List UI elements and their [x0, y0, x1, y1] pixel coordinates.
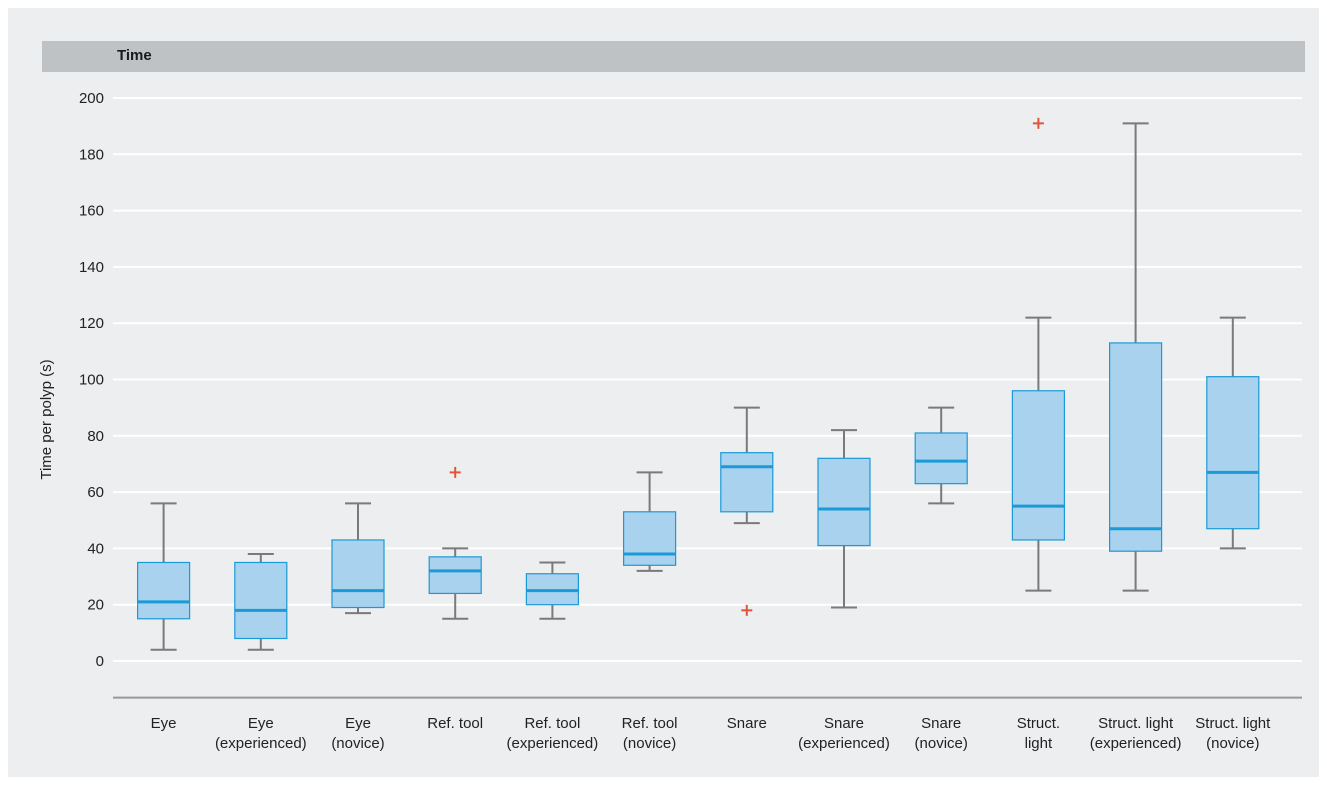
box-iqr: [914, 432, 968, 485]
grid-lines: [113, 97, 1302, 662]
x-tick-label: Snare: [921, 715, 961, 732]
box-group: [914, 406, 968, 505]
box-group: [331, 502, 385, 615]
x-tick-label: Struct. light: [1195, 715, 1271, 732]
x-tick-label: light: [1025, 735, 1053, 752]
y-tick-label: 120: [79, 315, 104, 332]
outlier-marker: [449, 466, 461, 478]
box-iqr: [1011, 390, 1066, 541]
box-group: [234, 553, 288, 651]
box-group: [1108, 122, 1163, 592]
y-tick-labels: 0 20 40 60 80 100 120 140 160 180 200: [79, 90, 104, 670]
box-group: [525, 561, 580, 620]
box-group: [1206, 316, 1260, 550]
x-tick-label: Eye: [151, 715, 177, 732]
box-iqr: [720, 452, 774, 513]
box-group: [720, 406, 774, 616]
x-tick-labels: Eye Eye (experienced) Eye (novice) Ref. tool R…: [151, 715, 1271, 752]
box-iqr: [622, 511, 677, 566]
x-tick-label: Ref. tool: [524, 715, 580, 732]
y-tick-label: 140: [79, 259, 104, 276]
y-tick-label: 160: [79, 203, 104, 220]
y-tick-label: 60: [87, 484, 104, 501]
y-tick-label: 200: [79, 90, 104, 107]
y-tick-label: 100: [79, 372, 104, 389]
box-group: [622, 471, 677, 572]
boxes: [137, 117, 1260, 651]
x-tick-label: (novice): [623, 735, 676, 752]
outlier-marker: [741, 604, 753, 616]
x-tick-label: Ref. tool: [622, 715, 678, 732]
y-axis-label: Time per polyp (s): [38, 359, 55, 479]
x-tick-label: (novice): [915, 735, 968, 752]
box-group: [137, 502, 191, 651]
x-tick-label: Eye: [345, 715, 371, 732]
x-tick-label: (experienced): [798, 735, 890, 752]
box-iqr: [817, 457, 871, 547]
y-tick-label: 20: [87, 597, 104, 614]
x-tick-label: Ref. tool: [427, 715, 483, 732]
x-tick-label: Struct. light: [1098, 715, 1174, 732]
y-tick-label: 40: [87, 540, 104, 557]
y-tick-label: 0: [96, 653, 104, 670]
chart-header-bar: [42, 41, 1305, 72]
outlier-marker: [1032, 117, 1044, 129]
x-tick-label: Struct.: [1017, 715, 1060, 732]
box-iqr: [234, 561, 288, 640]
x-tick-label: Snare: [727, 715, 767, 732]
box-group: [1011, 117, 1066, 592]
x-tick-label: (experienced): [215, 735, 307, 752]
x-tick-label: Snare: [824, 715, 864, 732]
box-group: [428, 466, 482, 620]
chart-panel: [8, 8, 1319, 777]
box-iqr: [331, 539, 385, 609]
x-tick-label: (experienced): [1090, 735, 1182, 752]
box-iqr: [137, 561, 191, 620]
y-tick-label: 80: [87, 428, 104, 445]
x-tick-label: (experienced): [507, 735, 599, 752]
box-iqr: [1206, 376, 1260, 530]
chart-title: Time: [117, 47, 152, 64]
box-group: [817, 429, 871, 609]
box-iqr: [428, 556, 482, 595]
x-tick-label: Eye: [248, 715, 274, 732]
y-tick-label: 180: [79, 146, 104, 163]
box-iqr: [1108, 342, 1163, 552]
x-tick-label: (novice): [1206, 735, 1259, 752]
x-tick-label: (novice): [331, 735, 384, 752]
